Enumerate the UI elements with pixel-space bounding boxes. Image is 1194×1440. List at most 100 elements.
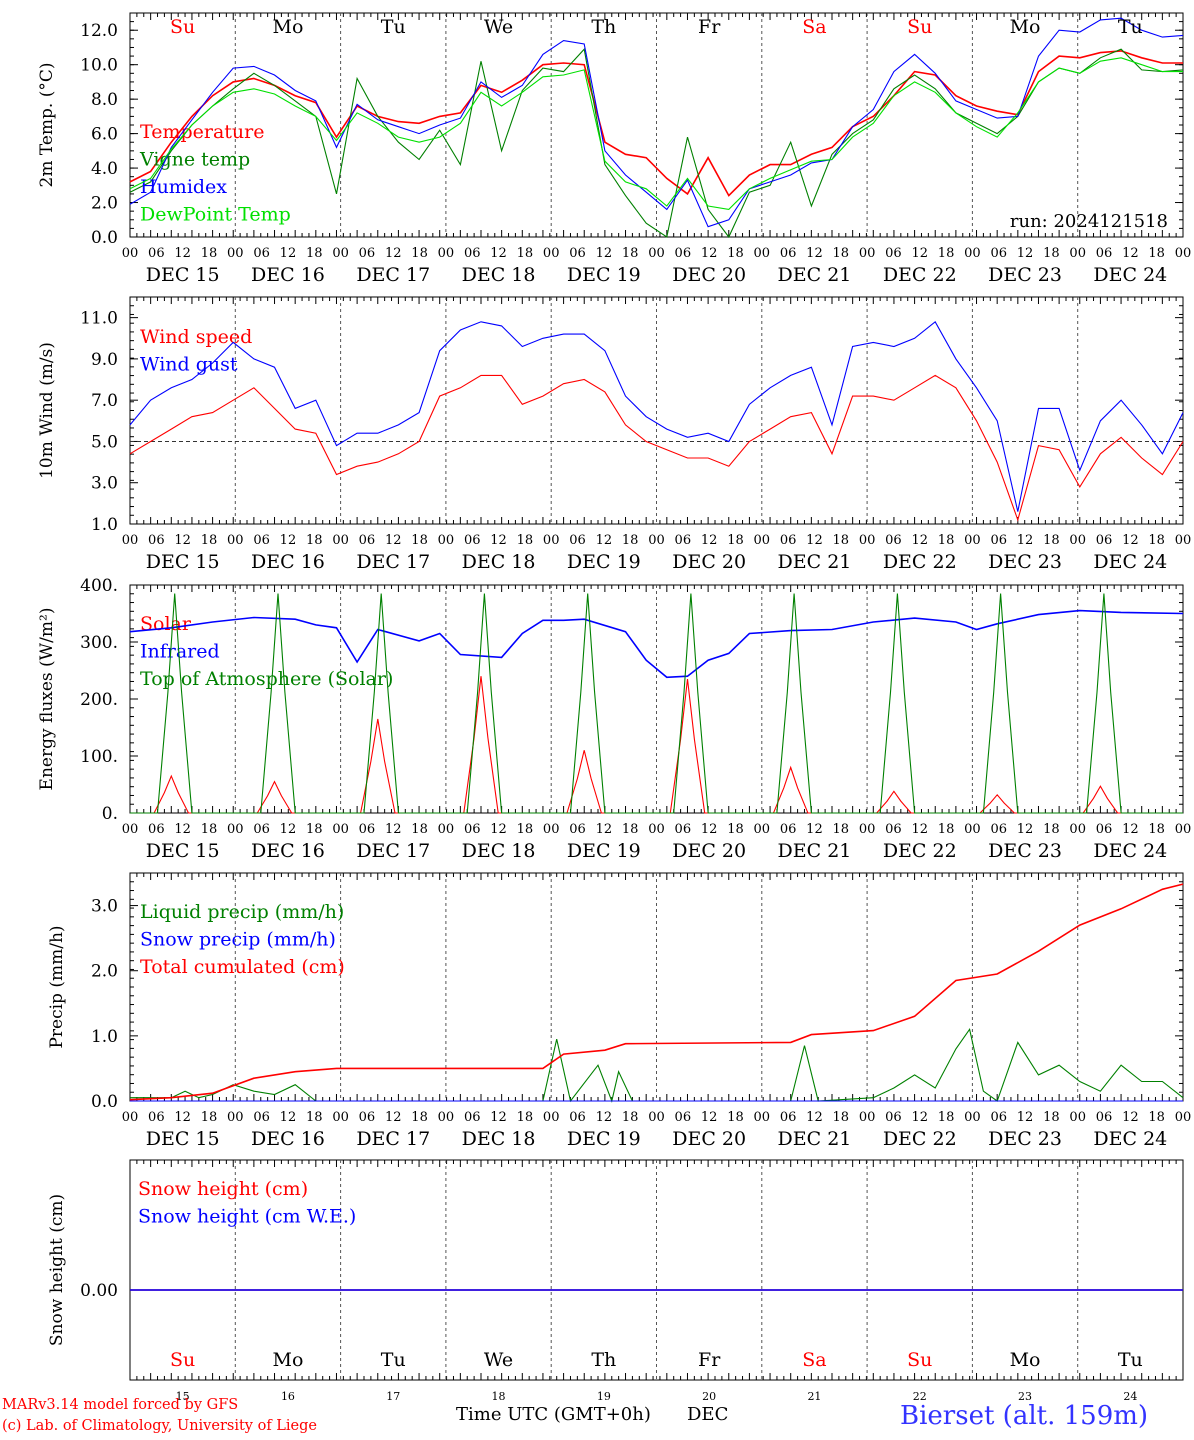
hour-tick-label: 00 xyxy=(964,246,981,261)
hour-tick-label: 12 xyxy=(385,246,402,261)
date-label: DEC 19 xyxy=(567,840,641,862)
hour-tick-label: 00 xyxy=(543,822,560,837)
hour-tick-label: 00 xyxy=(754,1110,771,1125)
day-number: 23 xyxy=(1018,1390,1032,1403)
y-tick-label: 1.0 xyxy=(91,515,118,535)
legend-entry: Snow precip (mm/h) xyxy=(140,929,336,951)
series-line xyxy=(130,676,1183,814)
hour-tick-label: 12 xyxy=(1017,822,1034,837)
day-letter: Sa xyxy=(802,1349,826,1371)
hour-tick-label: 18 xyxy=(411,533,428,548)
date-label: DEC 15 xyxy=(146,1128,220,1150)
hour-tick-label: 12 xyxy=(1122,822,1139,837)
date-label: DEC 21 xyxy=(778,840,852,862)
day-letter: Su xyxy=(170,16,195,38)
hour-tick-label: 00 xyxy=(438,1110,455,1125)
legend-entry: Wind gust xyxy=(140,354,238,376)
series-line xyxy=(129,609,1184,679)
hour-tick-label: 18 xyxy=(306,533,323,548)
hour-tick-label: 06 xyxy=(1096,533,1113,548)
date-label: DEC 15 xyxy=(146,551,220,573)
legend-entry: Temperature xyxy=(140,121,264,143)
hour-tick-label: 18 xyxy=(517,822,534,837)
hour-tick-label: 06 xyxy=(675,1110,692,1125)
day-number: 17 xyxy=(386,1390,400,1403)
y-tick-label: 11.0 xyxy=(80,309,118,329)
hour-tick-label: 00 xyxy=(332,246,349,261)
y-tick-label: 12.0 xyxy=(80,21,118,41)
hour-tick-label: 12 xyxy=(806,1110,823,1125)
day-number: 19 xyxy=(597,1390,611,1403)
day-number: 18 xyxy=(492,1390,506,1403)
hour-tick-label: 00 xyxy=(543,533,560,548)
hour-tick-label: 06 xyxy=(675,822,692,837)
series-line xyxy=(129,374,1184,522)
hour-tick-label: 12 xyxy=(490,246,507,261)
hour-tick-label: 12 xyxy=(1122,533,1139,548)
date-label: DEC 22 xyxy=(883,840,957,862)
hour-tick-label: 12 xyxy=(280,1110,297,1125)
hour-tick-label: 00 xyxy=(438,246,455,261)
hour-tick-label: 06 xyxy=(569,1110,586,1125)
date-label: DEC 19 xyxy=(567,1128,641,1150)
day-letter: Fr xyxy=(698,16,721,38)
hour-tick-label: 00 xyxy=(227,822,244,837)
hour-tick-label: 06 xyxy=(464,533,481,548)
hour-tick-label: 00 xyxy=(859,533,876,548)
y-tick-label: 7.0 xyxy=(91,391,118,411)
hour-tick-label: 00 xyxy=(438,822,455,837)
hour-tick-label: 18 xyxy=(833,1110,850,1125)
lab-credit: (c) Lab. of Climatology, University of L… xyxy=(2,1418,317,1434)
date-label: DEC 17 xyxy=(356,264,430,286)
legend-entry: Snow height (cm W.E.) xyxy=(138,1206,356,1228)
hour-tick-label: 18 xyxy=(938,246,955,261)
hour-tick-label: 06 xyxy=(569,533,586,548)
hour-tick-label: 00 xyxy=(1069,246,1086,261)
hour-tick-label: 00 xyxy=(859,1110,876,1125)
day-letter: Su xyxy=(907,1349,932,1371)
hour-tick-label: 06 xyxy=(885,822,902,837)
date-label: DEC 18 xyxy=(462,551,536,573)
date-label: DEC 23 xyxy=(988,551,1062,573)
date-label: DEC 20 xyxy=(672,1128,746,1150)
hour-tick-label: 18 xyxy=(727,246,744,261)
y-axis-label: Precip (mm/h) xyxy=(47,925,67,1048)
hour-tick-label: 00 xyxy=(227,246,244,261)
day-number: 15 xyxy=(176,1390,190,1403)
hour-tick-label: 06 xyxy=(148,1110,165,1125)
hour-tick-label: 18 xyxy=(411,246,428,261)
day-letter: Tu xyxy=(1118,1349,1143,1371)
hour-tick-label: 12 xyxy=(911,822,928,837)
series-line xyxy=(130,1027,1184,1103)
hour-tick-label: 18 xyxy=(1148,1110,1165,1125)
hour-tick-label: 06 xyxy=(148,533,165,548)
hour-tick-label: 00 xyxy=(859,246,876,261)
hour-tick-label: 12 xyxy=(701,1110,718,1125)
hour-tick-label: 00 xyxy=(227,1110,244,1125)
hour-tick-label: 18 xyxy=(938,533,955,548)
y-tick-label: 0. xyxy=(102,804,118,824)
hour-tick-label: 00 xyxy=(543,246,560,261)
hour-tick-label: 18 xyxy=(1043,533,1060,548)
day-letter: Th xyxy=(591,1349,616,1371)
date-label: DEC 24 xyxy=(1093,840,1167,862)
date-label: DEC 18 xyxy=(462,840,536,862)
hour-tick-label: 06 xyxy=(885,533,902,548)
hour-tick-label: 00 xyxy=(754,533,771,548)
hour-tick-label: 06 xyxy=(990,1110,1007,1125)
station-label: Bierset (alt. 159m) xyxy=(900,1401,1149,1431)
hour-tick-label: 18 xyxy=(833,246,850,261)
y-tick-label: 5.0 xyxy=(91,432,118,452)
hour-tick-label: 00 xyxy=(1069,533,1086,548)
hour-tick-label: 18 xyxy=(411,822,428,837)
hour-tick-label: 12 xyxy=(806,246,823,261)
day-letter: Mo xyxy=(272,16,303,38)
hour-tick-label: 12 xyxy=(596,533,613,548)
hour-tick-label: 06 xyxy=(253,533,270,548)
hour-tick-label: 18 xyxy=(517,533,534,548)
hour-tick-label: 06 xyxy=(359,246,376,261)
date-label: DEC 18 xyxy=(462,264,536,286)
date-label: DEC 24 xyxy=(1093,264,1167,286)
hour-tick-label: 06 xyxy=(990,533,1007,548)
legend-entry: Total cumulated (cm) xyxy=(140,956,345,978)
